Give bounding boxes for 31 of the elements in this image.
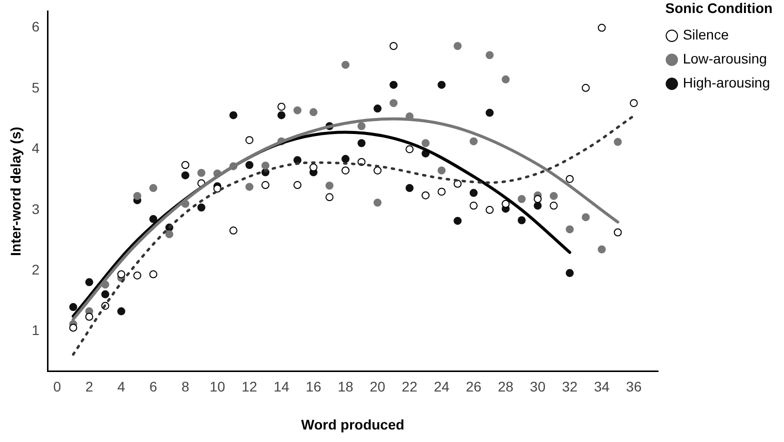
- x-tick-label: 12: [242, 378, 258, 395]
- x-tick-label: 26: [466, 378, 482, 395]
- legend-label: Silence: [682, 26, 729, 43]
- x-tick-label: 28: [498, 378, 514, 395]
- x-tick-label: 10: [210, 378, 226, 395]
- y-tick-label: 3: [32, 200, 40, 217]
- x-tick-label: 18: [338, 378, 354, 395]
- x-tick-label: 20: [370, 378, 386, 395]
- x-tick-label: 14: [274, 378, 290, 395]
- y-tick-label: 6: [32, 18, 40, 35]
- x-tick-label: 34: [594, 378, 610, 395]
- legend-title: Sonic Condition: [665, 0, 773, 16]
- y-axis-title: Inter-word delay (s): [7, 126, 24, 256]
- x-tick-label: 22: [402, 378, 418, 395]
- x-tick-label: 32: [562, 378, 578, 395]
- x-tick-label: 0: [53, 378, 62, 395]
- legend-label: High-arousing: [682, 74, 770, 91]
- legend-label: Low-arousing: [682, 50, 767, 67]
- x-tick-label: 16: [306, 378, 322, 395]
- y-tick-label: 4: [32, 140, 40, 156]
- y-tick-label: 5: [32, 79, 40, 96]
- x-tick-label: 8: [181, 378, 190, 395]
- x-tick-label: 30: [530, 378, 546, 395]
- y-tick-label: 1: [32, 322, 40, 338]
- x-tick-label: 6: [149, 378, 158, 395]
- x-tick-label: 24: [434, 378, 450, 395]
- y-tick-label: 2: [32, 261, 40, 278]
- x-tick-label: 36: [626, 378, 642, 395]
- x-tick-label: 4: [117, 378, 126, 395]
- x-tick-label: 2: [85, 378, 94, 395]
- x-axis-title: Word produced: [301, 416, 404, 432]
